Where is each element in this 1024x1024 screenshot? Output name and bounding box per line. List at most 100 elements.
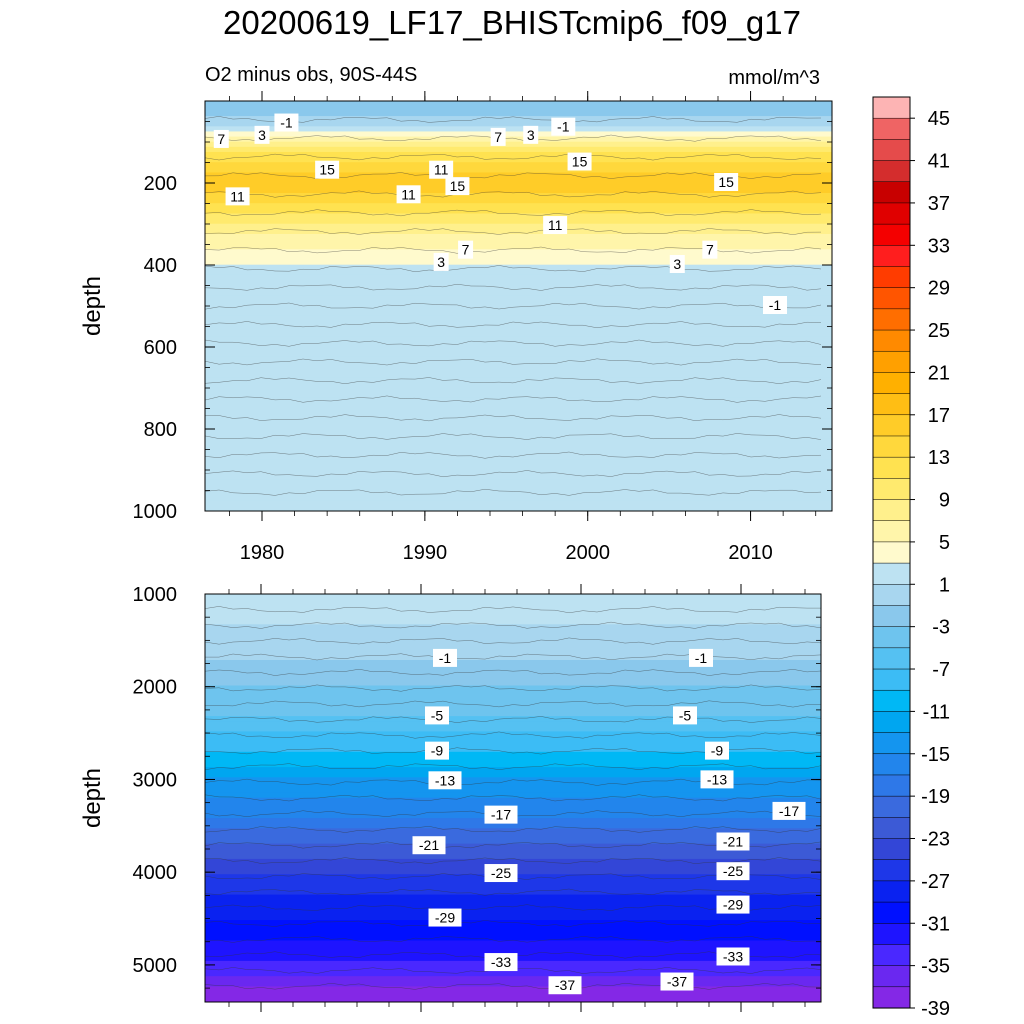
colorbar-box — [872, 435, 911, 458]
band — [205, 213, 832, 220]
band — [205, 249, 832, 256]
colorbar-box — [872, 350, 911, 373]
contour-label: -25 — [491, 865, 511, 881]
band — [205, 899, 821, 906]
contour-label-bg — [225, 187, 250, 206]
band — [205, 695, 821, 702]
contour-label-bg — [445, 177, 470, 196]
chart-title: 20200619_LF17_BHISTcmip6_f09_g17 — [223, 4, 801, 41]
contour-line — [205, 283, 822, 291]
band — [205, 110, 832, 117]
contour-label: 15 — [718, 174, 734, 190]
contour-label-bg — [551, 117, 576, 136]
colorbar-box — [872, 308, 911, 331]
contour-label: 7 — [462, 242, 470, 258]
band — [205, 935, 821, 942]
band — [205, 290, 832, 297]
band — [205, 208, 832, 215]
band — [205, 976, 821, 982]
colorbar-box — [872, 817, 911, 840]
colorbar-label: 29 — [928, 278, 950, 300]
band — [205, 624, 821, 630]
contour-label: 7 — [494, 129, 502, 145]
band — [205, 500, 832, 507]
contour-line — [205, 228, 822, 235]
band — [205, 777, 821, 783]
contour-line — [205, 265, 822, 273]
band — [205, 177, 832, 184]
band — [205, 105, 832, 112]
contour-label: 3 — [673, 256, 681, 272]
contour-label-bg — [484, 805, 518, 824]
band — [205, 172, 832, 179]
band — [205, 326, 832, 332]
contour-label-bg — [702, 240, 718, 259]
colorbar-label: -23 — [921, 829, 950, 851]
band — [205, 295, 832, 302]
band — [205, 351, 832, 358]
colorbar-label: 13 — [928, 447, 950, 469]
band — [205, 356, 832, 363]
band — [205, 649, 821, 656]
band — [205, 101, 832, 107]
band — [205, 889, 821, 896]
contour-label-bg — [490, 127, 506, 146]
colorbar-box — [872, 266, 911, 289]
contour-label: 11 — [548, 217, 563, 233]
band — [205, 721, 821, 727]
band — [205, 438, 832, 445]
contour-label: -1 — [557, 119, 570, 135]
band — [205, 157, 832, 163]
contour-line — [205, 920, 821, 927]
contour-line — [205, 716, 821, 723]
band — [205, 670, 821, 676]
band — [205, 505, 832, 511]
y-axis-label: depth — [79, 276, 106, 336]
colorbar-box — [872, 393, 911, 416]
contour-label: 3 — [527, 127, 535, 143]
band — [205, 372, 832, 379]
colorbar-box — [872, 774, 911, 797]
band — [205, 848, 821, 855]
contour-label-bg — [714, 173, 739, 191]
band — [205, 925, 821, 931]
contour-line — [205, 621, 821, 629]
contour-label-bg — [428, 771, 462, 790]
contour-label: 3 — [437, 254, 445, 270]
contour-line — [205, 794, 821, 802]
band — [205, 141, 832, 148]
plot-frame — [204, 593, 822, 1003]
contour-line — [205, 888, 821, 896]
contour-label-bg — [458, 240, 474, 259]
band — [205, 382, 832, 389]
colorbar-box — [872, 986, 911, 1009]
contour-label: -1 — [769, 297, 782, 313]
band — [205, 459, 832, 466]
contour-label-bg — [716, 832, 750, 851]
band — [205, 423, 832, 430]
colorbar-box — [872, 626, 911, 649]
contour-label: -17 — [491, 807, 511, 823]
colorbar-box — [872, 584, 911, 607]
contour-label-bg — [274, 113, 299, 132]
contour-label: -1 — [280, 115, 293, 131]
contour-label-bg — [412, 836, 446, 855]
band — [205, 485, 832, 491]
contour-label-bg — [660, 972, 694, 991]
band — [205, 762, 821, 768]
contour-label: 15 — [450, 178, 466, 194]
band — [205, 971, 821, 977]
y-tick-label: 1000 — [133, 501, 178, 523]
band — [205, 228, 832, 235]
colorbar-label: 45 — [928, 108, 950, 130]
band — [205, 464, 832, 471]
colorbar-label: 21 — [928, 362, 950, 384]
band — [205, 479, 832, 486]
band — [205, 782, 821, 789]
contour-label-bg — [548, 976, 582, 995]
band — [205, 996, 821, 1002]
band — [205, 843, 821, 850]
band — [205, 444, 832, 450]
band — [205, 408, 832, 414]
y-tick-label: 1000 — [133, 584, 178, 606]
